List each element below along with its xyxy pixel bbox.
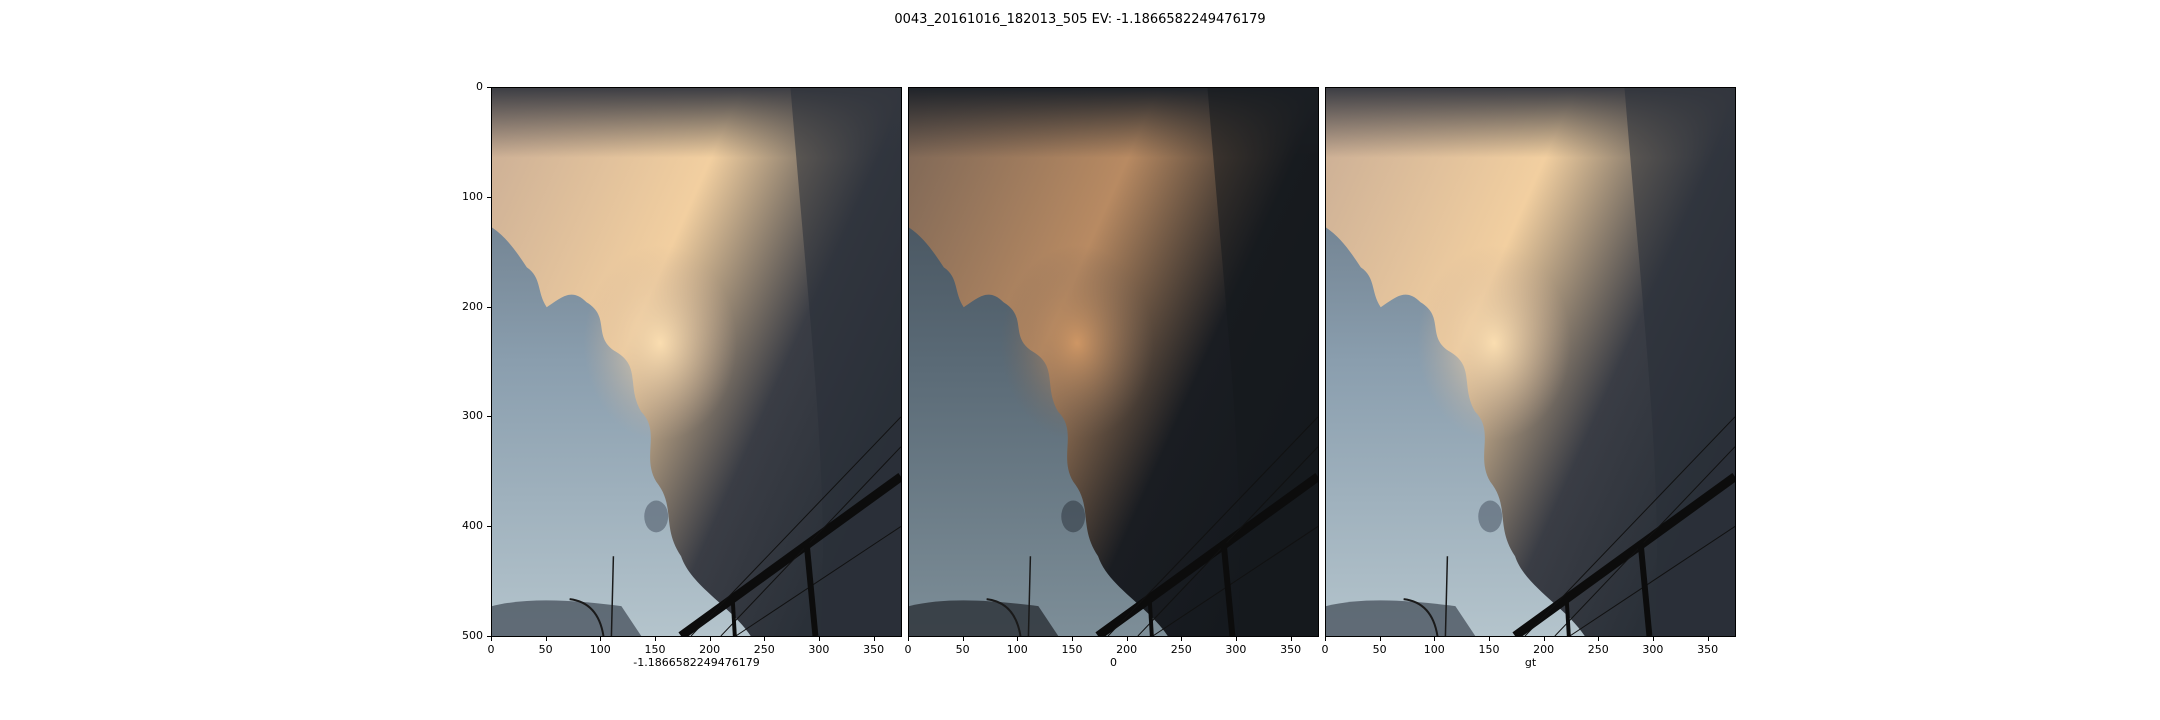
x-tick	[1434, 637, 1436, 641]
x-tick	[600, 637, 602, 641]
image-panel-3: gt 0 50 100 150 200 250 300 350	[1322, 87, 1736, 669]
y-tick-label: 300	[462, 409, 483, 423]
photo-frame	[491, 87, 902, 637]
x-tick-label: 200	[1116, 643, 1138, 656]
photo-frame	[908, 87, 1319, 637]
x-tick-label: 100	[1423, 643, 1445, 656]
x-tick	[873, 637, 875, 641]
x-tick	[1707, 637, 1709, 641]
x-axis-label: 0	[1110, 656, 1117, 669]
y-tick	[487, 87, 491, 88]
x-tick	[1543, 637, 1545, 641]
y-tick	[487, 306, 491, 308]
x-tick-label: 150	[1478, 643, 1500, 656]
x-tick-label: 150	[1061, 643, 1083, 656]
x-tick-label: 300	[808, 643, 830, 656]
x-tick-label: 100	[1006, 643, 1028, 656]
x-tick	[818, 637, 820, 641]
image-panel-1: -1.1866582249476179 0 50 100 150 200 250 300 35…	[462, 80, 902, 669]
y-tick	[487, 416, 491, 418]
x-tick	[1652, 637, 1654, 641]
x-tick	[1071, 637, 1073, 641]
y-tick-label: 400	[462, 519, 483, 533]
y-tick-label: 0	[476, 80, 483, 93]
y-tick	[487, 635, 491, 637]
x-tick-label: 300	[1642, 643, 1664, 656]
photo-frame	[1325, 87, 1736, 637]
y-tick-label: 100	[462, 189, 483, 203]
x-tick-label: 250	[753, 643, 775, 656]
x-tick-label: 50	[538, 643, 553, 656]
figure-title: 0043_20161016_182013_505 EV: -1.18665822…	[894, 12, 1266, 27]
x-tick	[1017, 637, 1019, 641]
x-tick	[962, 637, 964, 641]
x-axis-label: gt	[1524, 656, 1537, 669]
x-tick-label: 0	[904, 643, 912, 656]
x-tick-label: 300	[1225, 643, 1247, 656]
x-tick-label: 250	[1170, 643, 1192, 656]
x-tick	[1235, 637, 1237, 641]
photo-image	[909, 88, 1318, 636]
x-tick	[908, 637, 909, 641]
x-tick-label: 150	[644, 643, 666, 656]
x-tick	[491, 637, 492, 641]
x-tick	[1325, 637, 1326, 641]
x-tick-label: 0	[1321, 643, 1329, 656]
x-tick-label: 250	[1587, 643, 1609, 656]
x-tick-label: 200	[699, 643, 721, 656]
x-tick	[1379, 637, 1381, 641]
x-tick	[764, 637, 766, 641]
x-tick-label: 350	[863, 643, 885, 656]
x-tick-label: 100	[589, 643, 611, 656]
x-tick	[709, 637, 711, 641]
image-panel-2: 0 0 50 100 150 200 250 300 350	[905, 87, 1319, 669]
x-tick-label: 200	[1533, 643, 1555, 656]
x-tick-label: 50	[955, 643, 970, 656]
x-axis-label: -1.1866582249476179	[633, 656, 760, 669]
x-tick	[1598, 637, 1600, 641]
x-tick	[1488, 637, 1490, 641]
x-tick-label: 350	[1697, 643, 1719, 656]
photo-image	[1326, 88, 1735, 636]
photo-image	[492, 88, 901, 636]
x-tick	[1290, 637, 1292, 641]
y-tick-label: 200	[462, 299, 483, 313]
x-tick	[1181, 637, 1183, 641]
x-tick	[654, 637, 656, 641]
x-tick-label: 350	[1280, 643, 1302, 656]
x-tick-label: 0	[487, 643, 495, 656]
y-tick	[487, 526, 491, 528]
y-tick-label: 500	[462, 628, 483, 642]
y-tick	[487, 196, 491, 198]
x-tick-label: 50	[1372, 643, 1387, 656]
x-tick	[545, 637, 547, 641]
x-tick	[1126, 637, 1128, 641]
